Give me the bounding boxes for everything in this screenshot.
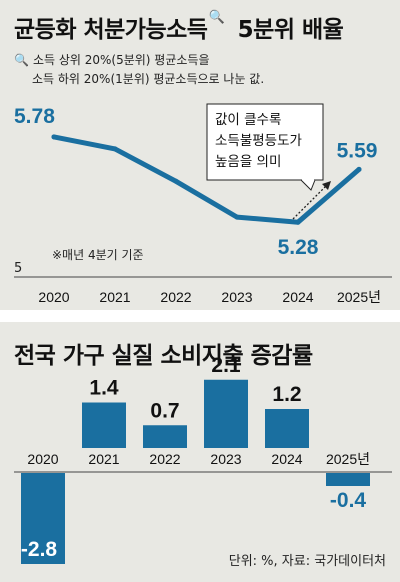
annotation-line-1: 소득불평등도가	[215, 133, 302, 149]
panel-divider	[0, 310, 400, 322]
x-tick-label-4: 2024	[282, 289, 313, 305]
data-point-2021	[112, 146, 118, 152]
annotation-pointer	[300, 179, 316, 191]
x-tick-label-5: 2025년	[337, 289, 381, 305]
x-tick-label-0: 2020	[38, 289, 69, 305]
footnote: ※매년 4분기 기준	[52, 248, 144, 262]
bar-2021	[82, 402, 126, 448]
bar-2025년	[326, 473, 370, 486]
data-label-2020: 5.78	[14, 105, 55, 128]
data-label-2025년: -0.4	[330, 489, 367, 512]
data-label-2025년: 5.59	[337, 139, 378, 162]
bar-2024	[265, 409, 309, 448]
data-point-2023	[234, 214, 240, 220]
data-point-2020	[51, 134, 57, 140]
data-label-2024: 5.28	[278, 236, 319, 259]
x-tick-label-4: 2024	[271, 451, 302, 467]
search-icon: 🔍	[208, 10, 225, 25]
annotation-box	[206, 103, 324, 181]
x-tick-label-0: 2020	[27, 451, 58, 467]
consumption-panel: 전국 가구 실질 소비지출 증감률 2020 2021 2022 2023 2024 20…	[0, 322, 400, 582]
x-tick-label-2: 2022	[149, 451, 180, 467]
annotation-line-2: 높음을 의미	[215, 154, 281, 170]
search-icon: 🔍	[14, 53, 29, 67]
definition-note: 🔍 소득 상위 20%(5분위) 평균소득을 소득 하위 20%(1분위) 평균소…	[14, 53, 265, 86]
consumption-bar-chart: 2020 2021 2022 2023 2024 2025년 -2.8 1.4 0.7 2.1 1.…	[14, 354, 392, 569]
x-tick-label-3: 2023	[221, 289, 252, 305]
data-point-2025년	[356, 166, 362, 172]
consumption-title: 전국 가구 실질 소비지출 증감률	[14, 343, 313, 369]
source-note: 단위: %, 자료: 국가데이터처	[229, 554, 386, 569]
bar-2023	[204, 379, 248, 448]
y-axis-min-label: 5	[14, 261, 22, 276]
data-label-2024: 1.2	[272, 383, 301, 406]
x-tick-label-1: 2021	[88, 451, 119, 467]
data-label-2023: 2.1	[211, 354, 241, 377]
data-label-2020: -2.8	[21, 538, 58, 561]
annotation-line-0: 값이 클수록	[215, 112, 281, 128]
income-ratio-title: 균등화 처분가능소득🔍 5분위 배율	[14, 10, 344, 43]
data-label-2022: 0.7	[150, 399, 179, 422]
data-point-2022	[173, 178, 179, 184]
data-label-2021: 1.4	[89, 377, 119, 400]
trend-arrow-line	[292, 184, 328, 220]
bar-2022	[143, 425, 187, 448]
x-tick-label-2: 2022	[160, 289, 191, 305]
income-ratio-line-chart: 5 ※매년 4분기 기준 2020 2021 2022 2023 2024 2025년 5.78…	[14, 103, 392, 305]
x-tick-label-1: 2021	[99, 289, 130, 305]
income-ratio-panel: 균등화 처분가능소득🔍 5분위 배율 🔍 소득 상위 20%(5분위) 평균소득을…	[14, 10, 392, 305]
x-tick-label-5: 2025년	[326, 451, 370, 467]
income-ratio-series-line	[51, 134, 362, 225]
trend-arrow-head-icon	[322, 181, 331, 190]
data-point-2024	[295, 219, 301, 225]
x-tick-label-3: 2023	[210, 451, 241, 467]
bar-2020	[21, 473, 65, 564]
